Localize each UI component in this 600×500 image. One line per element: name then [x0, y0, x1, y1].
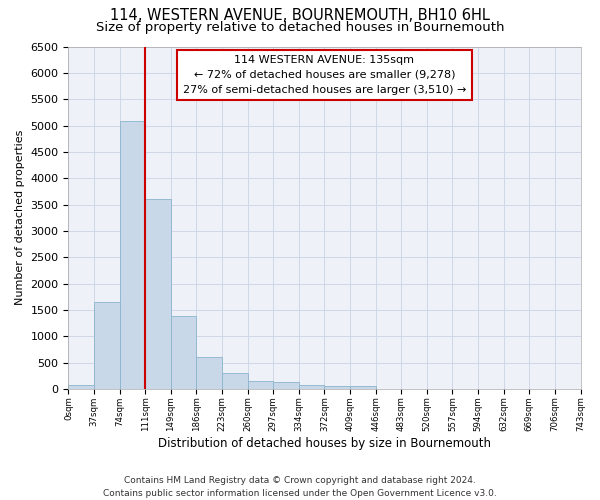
Bar: [119, 122, 145, 389]
Bar: [94, 302, 119, 389]
Text: Contains HM Land Registry data © Crown copyright and database right 2024.
Contai: Contains HM Land Registry data © Crown c…: [103, 476, 497, 498]
Bar: [299, 385, 325, 389]
Bar: [350, 386, 376, 389]
Bar: [273, 382, 299, 389]
Text: 114 WESTERN AVENUE: 135sqm
← 72% of detached houses are smaller (9,278)
27% of s: 114 WESTERN AVENUE: 135sqm ← 72% of deta…: [183, 55, 466, 94]
Bar: [196, 357, 222, 389]
Bar: [248, 382, 273, 389]
Bar: [325, 386, 350, 389]
Bar: [222, 373, 248, 389]
X-axis label: Distribution of detached houses by size in Bournemouth: Distribution of detached houses by size …: [158, 437, 491, 450]
Text: 114, WESTERN AVENUE, BOURNEMOUTH, BH10 6HL: 114, WESTERN AVENUE, BOURNEMOUTH, BH10 6…: [110, 8, 490, 22]
Bar: [171, 316, 196, 389]
Bar: [68, 385, 94, 389]
Y-axis label: Number of detached properties: Number of detached properties: [15, 130, 25, 306]
Text: Size of property relative to detached houses in Bournemouth: Size of property relative to detached ho…: [96, 21, 504, 34]
Bar: [145, 200, 171, 389]
